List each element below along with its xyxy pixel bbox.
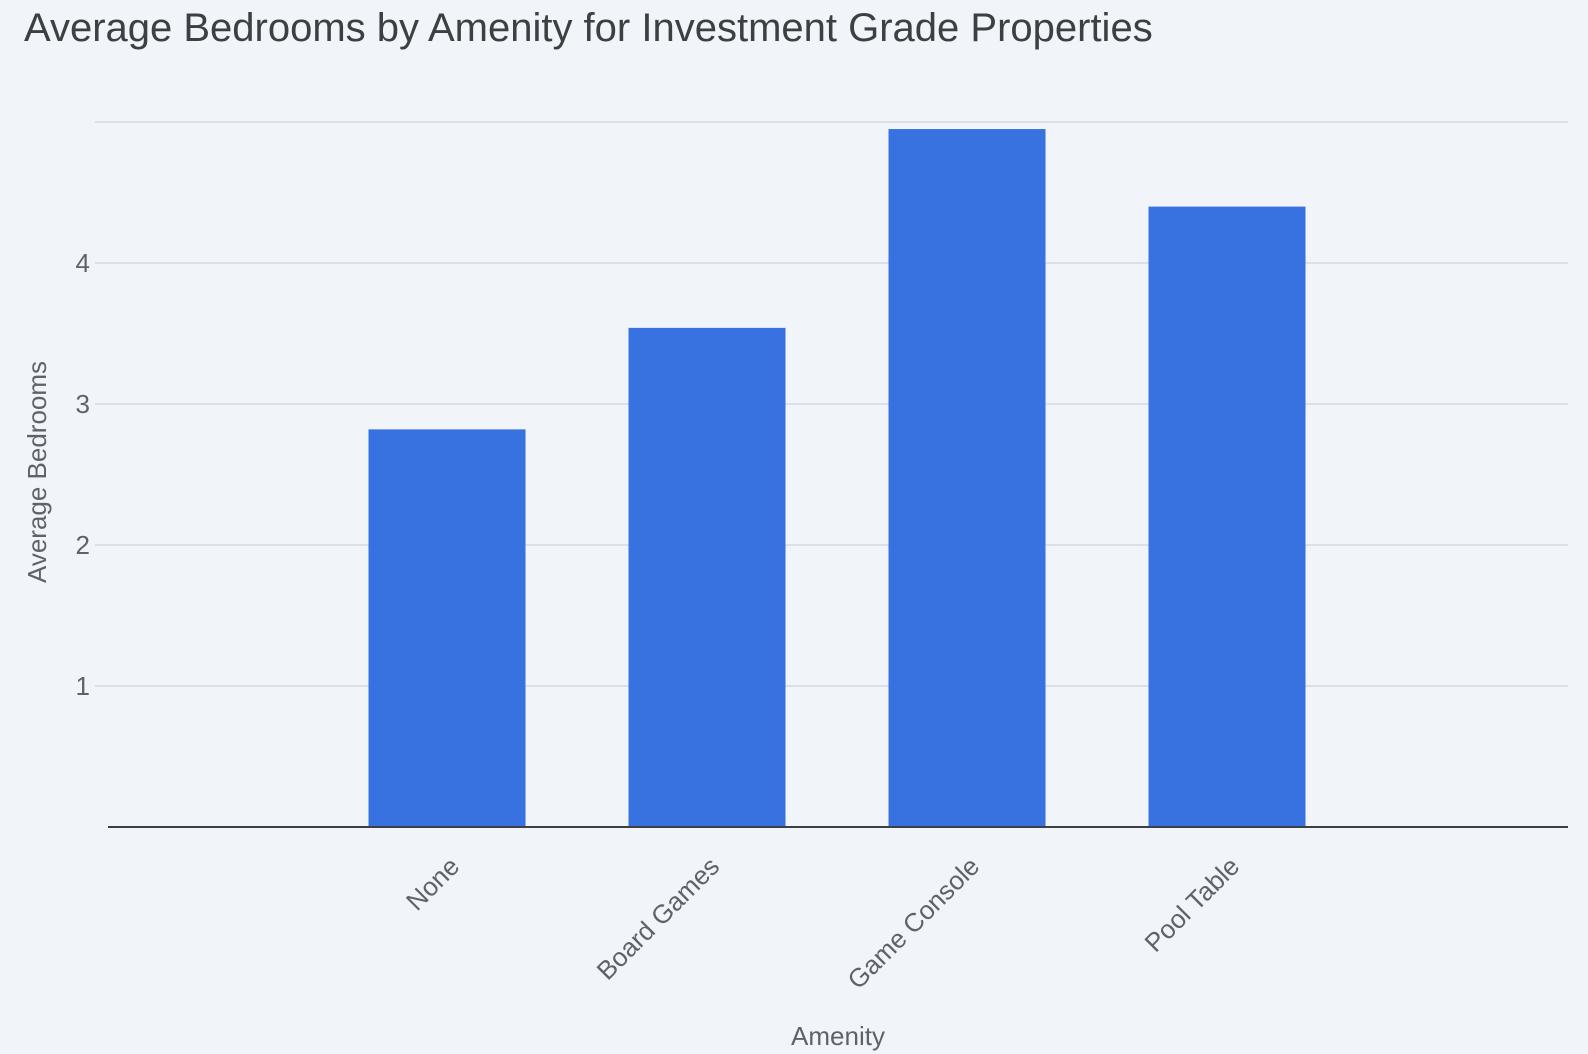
y-tick-label: 4 [76,248,90,278]
bar-board-games[interactable] [628,327,786,827]
bars [368,129,1306,828]
bar-pool-table[interactable] [1148,206,1306,828]
x-category-label: Pool Table [1139,851,1246,958]
bar-game-console[interactable] [888,129,1046,828]
chart-title: Average Bedrooms by Amenity for Investme… [24,6,1153,50]
gridlines [95,121,1568,687]
y-tick-label: 1 [76,671,90,701]
x-axis-title: Amenity [791,1021,885,1051]
y-tick-label: 2 [76,530,90,560]
x-category-label: None [400,851,465,916]
y-tick-labels: 1 2 3 4 [76,248,90,701]
x-category-labels: None Board Games Game Console Pool Table [400,851,1245,995]
x-category-label: Board Games [591,851,726,986]
y-tick-label: 3 [76,389,90,419]
x-category-label: Game Console [841,851,985,995]
bar-none[interactable] [368,429,526,827]
y-axis-title: Average Bedrooms [22,361,52,583]
